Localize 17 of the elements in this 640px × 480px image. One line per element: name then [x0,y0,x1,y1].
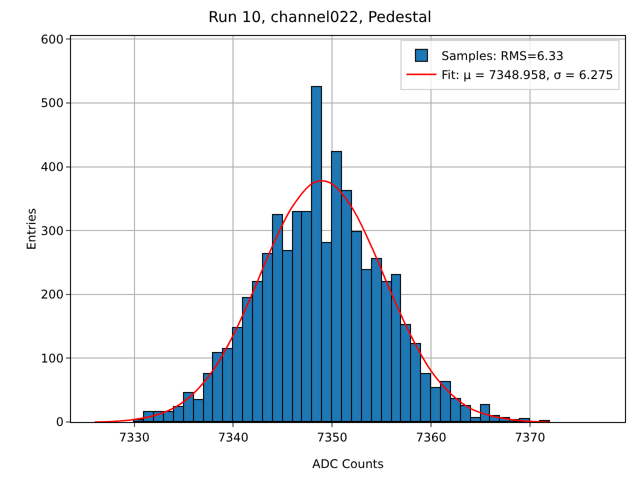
chart-title: Run 10, channel022, Pedestal [208,8,432,26]
legend-label: Samples: RMS=6.33 [441,49,564,64]
y-tick-label: 100 [40,351,64,366]
y-tick-label: 400 [40,160,64,174]
y-axis-title: Entries [24,208,39,250]
y-tick-label: 500 [40,96,64,110]
legend-label: Fit: μ = 7348.958, σ = 6.275 [441,68,614,82]
x-tick-label: 7330 [119,430,150,444]
y-tick-label: 0 [56,415,64,430]
x-tick-label: 7340 [218,430,249,444]
y-tick-label: 300 [40,224,64,238]
y-tick-label: 600 [40,32,64,46]
x-tick-label: 7360 [416,430,446,444]
x-tick-label: 7370 [514,430,546,444]
x-tick-label: 7350 [316,430,348,444]
y-tick-label: 200 [40,288,64,302]
x-axis-title: ADC Counts [312,457,384,471]
